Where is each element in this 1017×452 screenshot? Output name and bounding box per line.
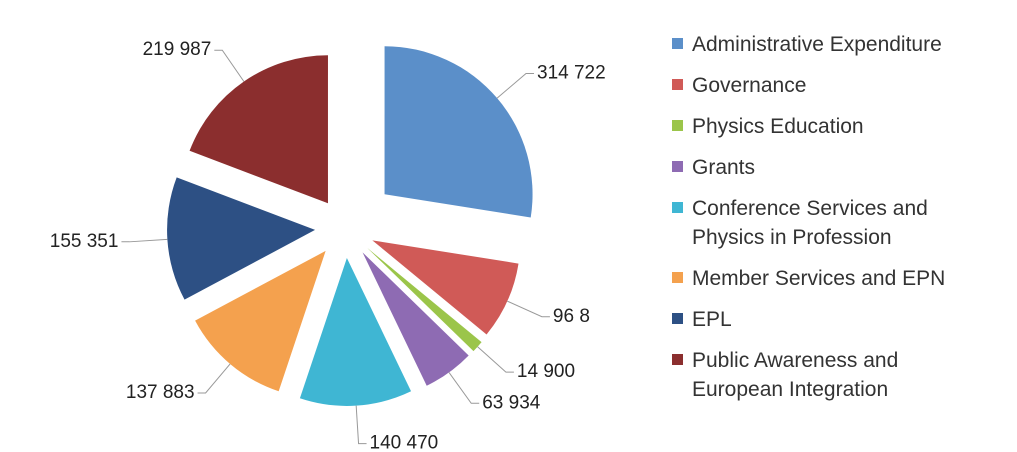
- legend: Administrative Expenditure Governance Phys…: [672, 30, 1002, 416]
- pie-slice: [195, 250, 326, 392]
- legend-item: Conference Services and Physics in Profe…: [672, 194, 1002, 252]
- legend-item: Member Services and EPN: [672, 264, 1002, 293]
- pie-area: 314 722 96 8 14 900 63 934 140 470 137 883 155…: [50, 39, 606, 452]
- pie-slice: [372, 240, 519, 335]
- legend-label: Grants: [692, 156, 756, 179]
- legend-item: Grants: [672, 153, 1002, 182]
- legend-swatch: [672, 313, 683, 324]
- legend-item: Administrative Expenditure: [672, 30, 1002, 59]
- legend-label: Public Awareness and European Integratio…: [692, 349, 899, 401]
- data-label: 219 987: [143, 39, 212, 60]
- data-label: 137 883: [126, 382, 195, 403]
- legend-swatch: [672, 354, 683, 365]
- legend-swatch: [672, 38, 683, 49]
- data-label: 96 8: [553, 306, 590, 327]
- legend-item: Governance: [672, 71, 1002, 100]
- legend-swatch: [672, 272, 683, 283]
- pie-slice: [384, 46, 533, 218]
- leader-line: [355, 405, 367, 445]
- legend-item: Public Awareness and European Integratio…: [672, 346, 1002, 404]
- leader-line: [507, 300, 550, 318]
- legend-item: Physics Education: [672, 112, 1002, 141]
- leader-line: [496, 72, 535, 99]
- legend-label: EPL: [692, 308, 732, 331]
- legend-swatch: [672, 79, 683, 90]
- pie-slice: [299, 257, 412, 406]
- data-label: 155 351: [50, 231, 119, 252]
- legend-label: Administrative Expenditure: [692, 33, 942, 56]
- pie-slice: [167, 177, 316, 300]
- data-label: 14 900: [517, 361, 575, 382]
- pie-slice: [367, 248, 482, 352]
- leader-line: [214, 49, 245, 82]
- legend-label: Governance: [692, 74, 807, 97]
- data-label: 140 470: [370, 433, 439, 452]
- data-label: 314 722: [537, 63, 606, 84]
- leader-line: [197, 363, 231, 394]
- legend-swatch: [672, 120, 683, 131]
- leader-line: [448, 372, 480, 404]
- legend-label: Physics Education: [692, 115, 864, 138]
- legend-item: EPL: [672, 305, 1002, 334]
- legend-label: Member Services and EPN: [692, 267, 946, 290]
- data-label: 63 934: [482, 392, 541, 413]
- legend-label: Conference Services and Physics in Profe…: [692, 197, 928, 249]
- legend-swatch: [672, 161, 683, 172]
- leader-line: [121, 238, 168, 243]
- pie-slice: [362, 252, 469, 386]
- legend-swatch: [672, 202, 683, 213]
- pie-slice: [189, 55, 328, 204]
- leader-line: [477, 346, 514, 373]
